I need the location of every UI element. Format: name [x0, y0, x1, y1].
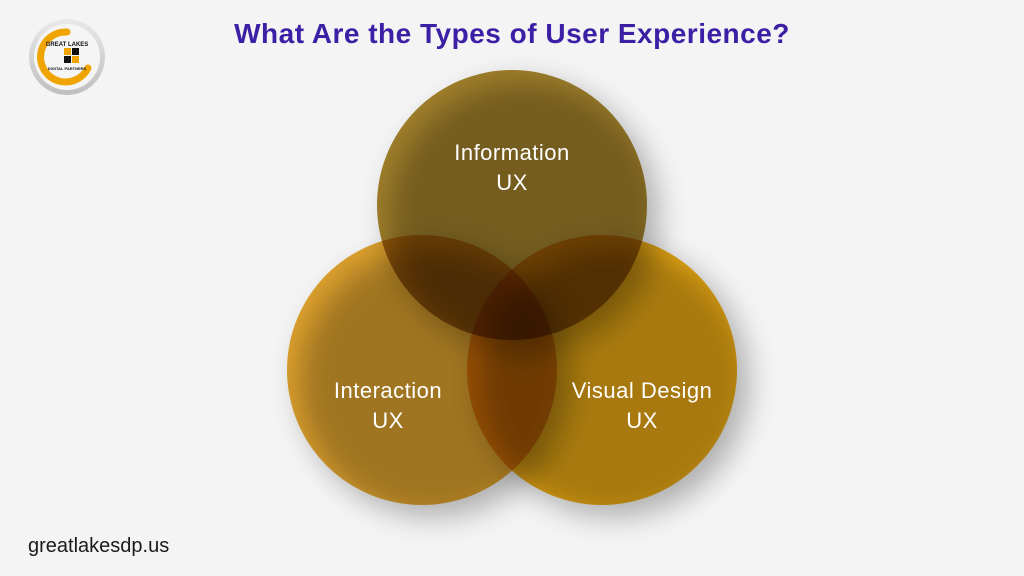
venn-label-top: Information UX [412, 138, 612, 197]
footer-url: greatlakesdp.us [28, 535, 169, 558]
venn-circle-right [0, 0, 1024, 576]
venn-label-line1: Interaction [334, 378, 442, 403]
venn-label-line1: Information [454, 140, 570, 165]
venn-label-line1: Visual Design [572, 378, 713, 403]
venn-label-left: Interaction UX [288, 376, 488, 435]
venn-label-line2: UX [626, 408, 658, 433]
infographic-canvas: GREAT LAKES DIGITAL PARTNERS What Are th… [0, 0, 1024, 576]
venn-label-line2: UX [372, 408, 404, 433]
venn-label-line2: UX [496, 170, 528, 195]
venn-label-right: Visual Design UX [542, 376, 742, 435]
